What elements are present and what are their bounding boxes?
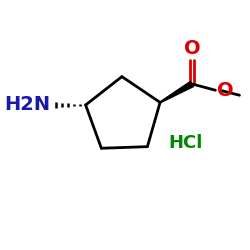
Text: HCl: HCl xyxy=(168,134,203,152)
Text: O: O xyxy=(217,81,234,100)
Text: H2N: H2N xyxy=(4,96,51,114)
Polygon shape xyxy=(160,81,194,103)
Text: O: O xyxy=(184,39,200,58)
